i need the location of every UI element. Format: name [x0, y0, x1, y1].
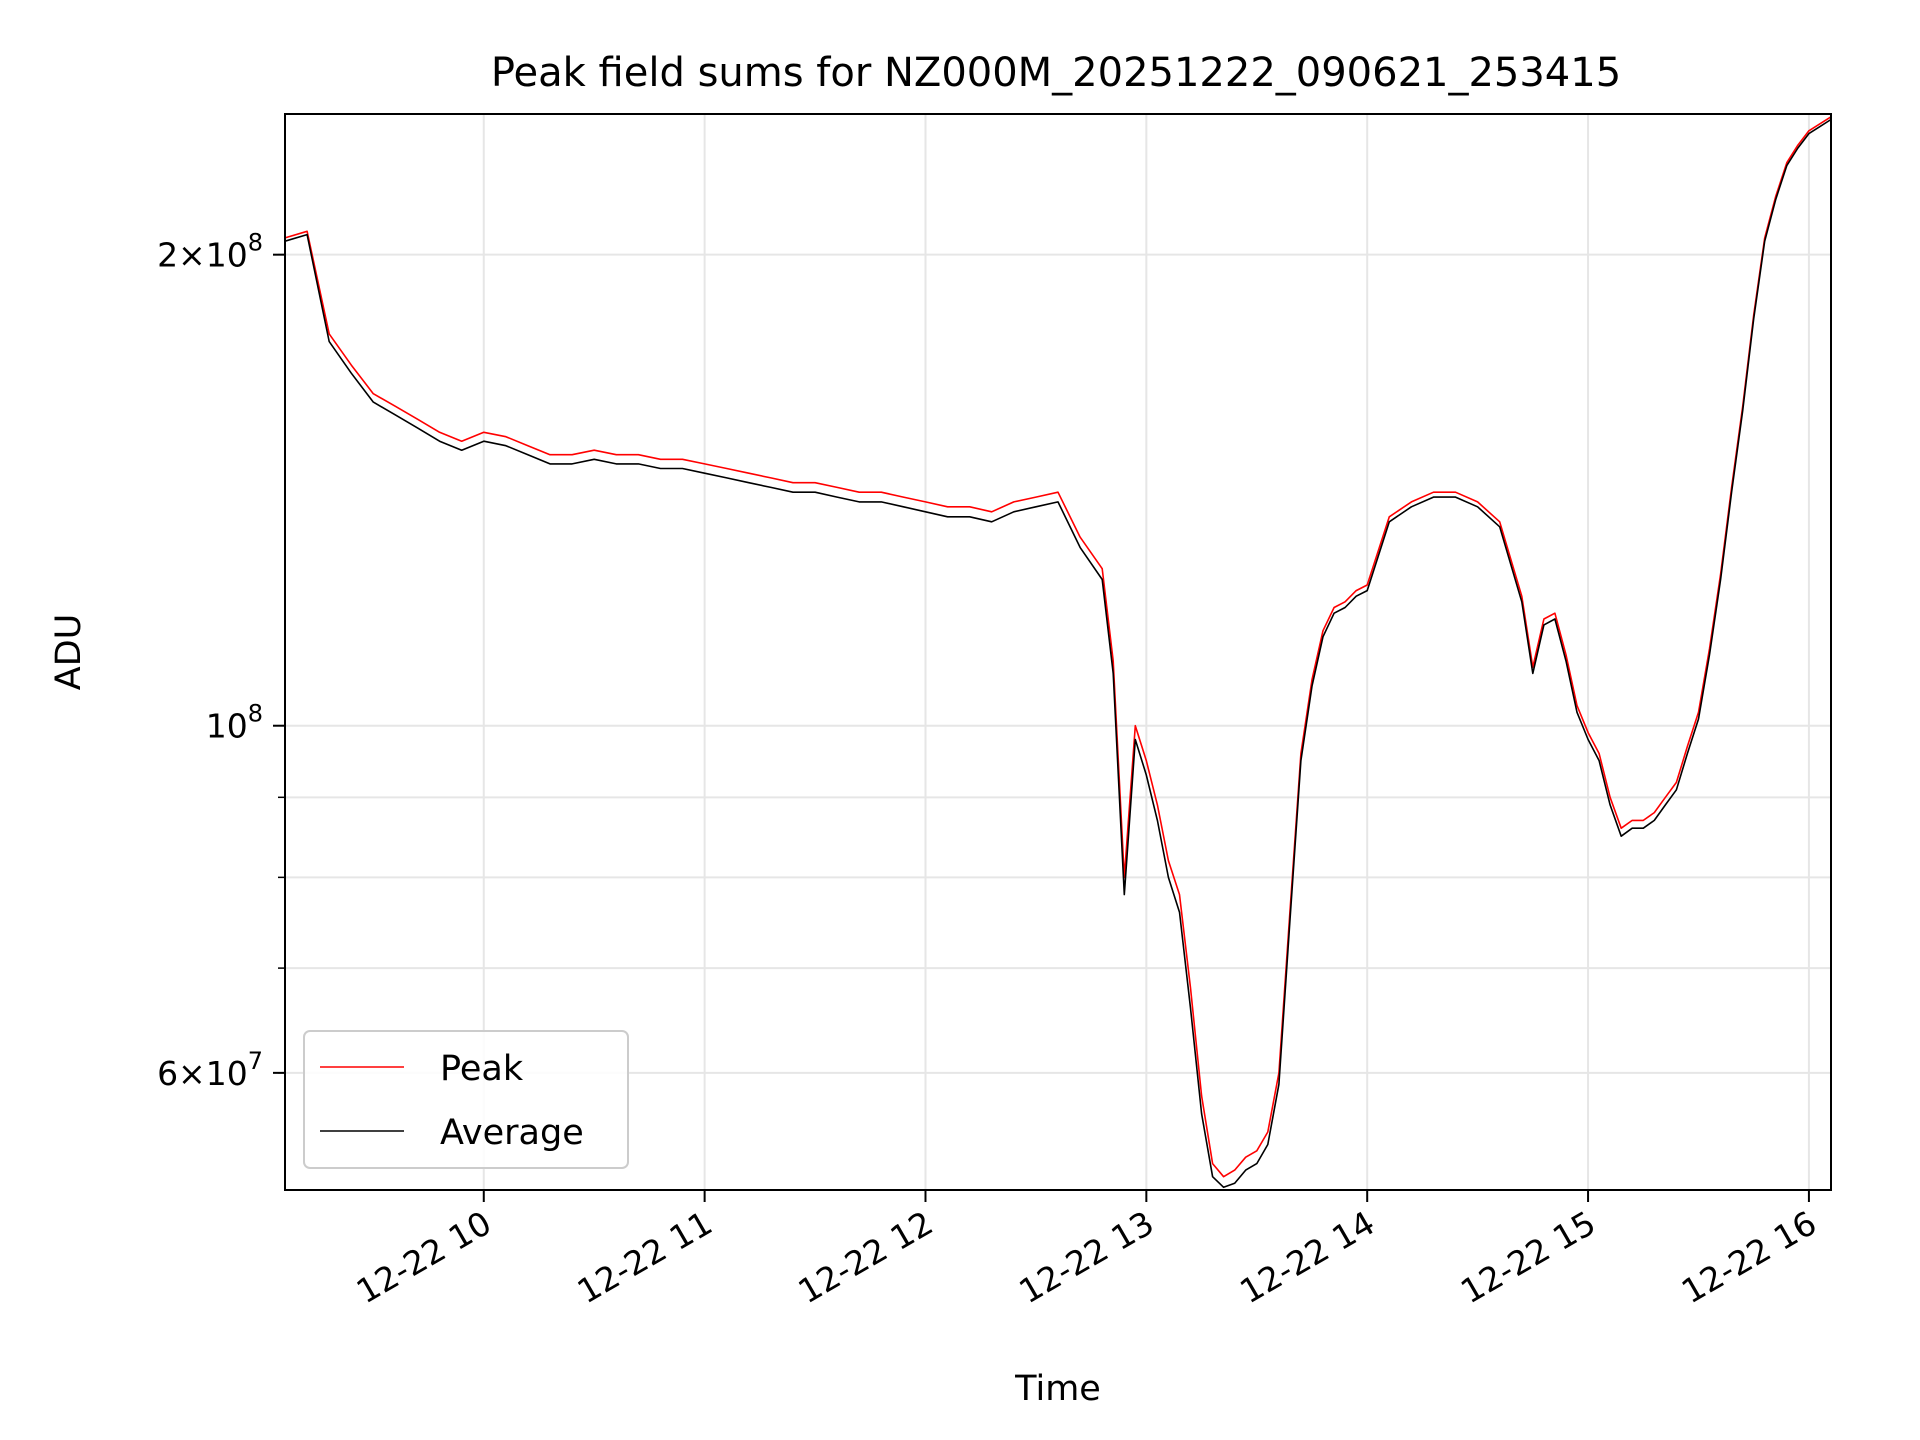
legend-box	[303, 1030, 629, 1169]
plot-area	[284, 113, 1832, 1191]
legend-label-peak: Peak	[440, 1049, 524, 1089]
legend: Peak Average	[303, 1030, 629, 1169]
y-tick-mantissa: 6×	[157, 1054, 206, 1093]
grid	[285, 114, 1831, 1190]
y-tick-exponent: 8	[248, 700, 263, 728]
y-tick-label: 6×107	[157, 1047, 263, 1093]
series-line-peak	[284, 116, 1832, 1178]
y-tick-base: 10	[206, 707, 248, 746]
y-tick-exponent: 8	[248, 229, 263, 257]
legend-label-average: Average	[440, 1113, 584, 1153]
plot-background	[285, 114, 1831, 1190]
plot-frame	[284, 113, 1832, 1191]
x-axis-label: Time	[1014, 1369, 1101, 1409]
y-axis-label: ADU	[49, 614, 89, 691]
series-layer	[284, 116, 1832, 1189]
series-line-average	[284, 118, 1832, 1189]
y-tick-label: 2×108	[157, 229, 263, 275]
y-tick-base: 10	[206, 1054, 248, 1093]
y-tick-base: 10	[206, 236, 248, 275]
y-tick-exponent: 7	[248, 1047, 263, 1075]
y-tick-label: 108	[206, 700, 263, 746]
chart-title: Peak field sums for NZ000M_20251222_0906…	[491, 50, 1621, 96]
y-tick-mantissa: 2×	[157, 236, 206, 275]
